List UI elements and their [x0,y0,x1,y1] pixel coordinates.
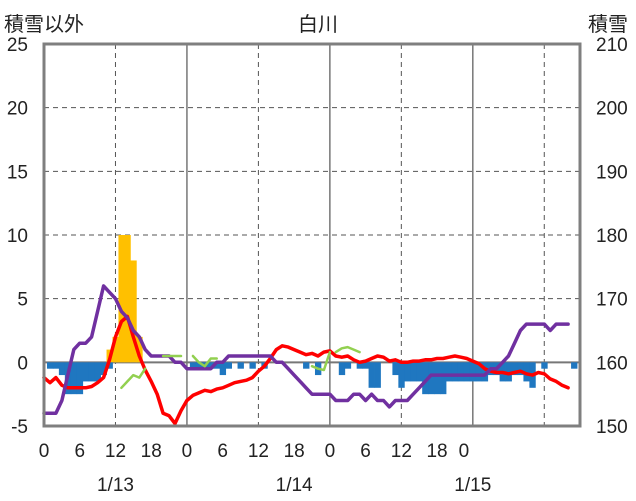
hour-tick-label: 12 [105,441,126,462]
snow_depth-line [42,284,570,416]
sunshine-bar [517,362,524,376]
right-tick-label: 160 [596,353,628,374]
sunshine-bar [195,362,203,369]
sunshine-bar [356,362,364,369]
precip-bar [112,336,119,363]
date-label: 1/14 [276,475,313,496]
sunshine-bar [422,362,429,395]
sunshine-bar [225,362,232,369]
hour-tick-label: 18 [426,441,447,462]
sunshine-bar [237,362,244,369]
sunshine-bar [434,362,441,395]
left-tick-label: -5 [11,417,28,438]
hour-tick-label: 6 [360,441,371,462]
sunshine-bar [428,362,435,395]
left-tick-label: 0 [17,353,28,374]
sunshine-bar [58,362,66,376]
sunshine-bar [362,362,369,369]
plot-frame [42,42,582,428]
sunshine-bar [571,362,578,369]
sunshine-bar [463,362,471,382]
sunshine-bar [469,362,477,382]
sunshine-bar [82,362,90,382]
sunshine-bar [374,362,381,388]
right-tick-label: 190 [596,162,628,183]
precip-bar [130,260,137,363]
sunshine-bar [46,362,54,369]
sunshine-bar [344,362,352,369]
sunshine-bar [457,362,465,382]
left-tick-label: 15 [7,162,28,183]
sunshine-bar [338,362,346,376]
right-tick-label: 150 [596,417,628,438]
sunshine-bar [481,362,489,382]
sunshine-bar [213,362,221,369]
left-tick-label: 20 [7,99,28,120]
precip-bar [118,235,125,363]
sunshine-bar [541,362,548,369]
sunshine-bar [446,362,453,382]
sunshine-bar [416,362,423,382]
sunshine-bar [249,362,256,369]
hour-tick-label: 0 [459,441,470,462]
sunshine-bar [410,362,417,382]
sunshine-bar [76,362,84,395]
sunshine-bar [505,362,512,382]
hour-tick-label: 18 [141,441,162,462]
hour-tick-label: 0 [182,441,193,462]
sunshine-bar [404,362,411,382]
precip-bar [124,235,131,363]
sunshine-bar [52,362,60,369]
right-tick-label: 210 [596,35,628,56]
right-axis-title: 積雪 [588,14,628,36]
sunshine-bar [398,362,405,388]
wind-line [310,350,332,372]
left-tick-label: 25 [7,35,28,56]
hour-tick-label: 18 [284,441,305,462]
hour-tick-label: 12 [248,441,269,462]
left-tick-label: 10 [7,226,28,247]
precip-bar [136,336,143,363]
right-tick-label: 170 [596,290,628,311]
hour-tick-label: 0 [325,441,336,462]
date-label: 1/15 [454,475,491,496]
sunshine-bar [475,362,483,382]
hour-tick-label: 12 [391,441,412,462]
sunshine-bar [368,362,375,388]
lines-layer [42,284,570,426]
wind-line [334,345,361,354]
right-tick-label: 180 [596,226,628,247]
left-axis-title: 積雪以外 [4,14,84,36]
sunshine-bar [303,362,310,369]
left-tick-label: 5 [17,290,28,311]
sunshine-bar [106,362,113,369]
sunshine-bar [207,362,215,369]
sunshine-bar [219,362,227,376]
sunshine-bar [88,362,96,382]
sunshine-bar [189,362,197,369]
sunshine-bar [451,362,459,382]
sunshine-bar [511,362,518,376]
date-label: 1/13 [97,475,134,496]
hour-tick-label: 6 [74,441,85,462]
sunshine-bar [100,362,107,376]
chart-title: 白川 [298,14,338,36]
right-tick-label: 200 [596,99,628,120]
hour-tick-label: 0 [39,441,50,462]
sunshine-bar [523,362,530,382]
sunshine-bar [70,362,78,395]
sunshine-bar [440,362,447,395]
wind-line [191,354,218,368]
sunshine-bar [94,362,101,382]
hour-tick-label: 6 [217,441,228,462]
sunshine-bar [392,362,399,376]
wind-line [120,367,147,390]
